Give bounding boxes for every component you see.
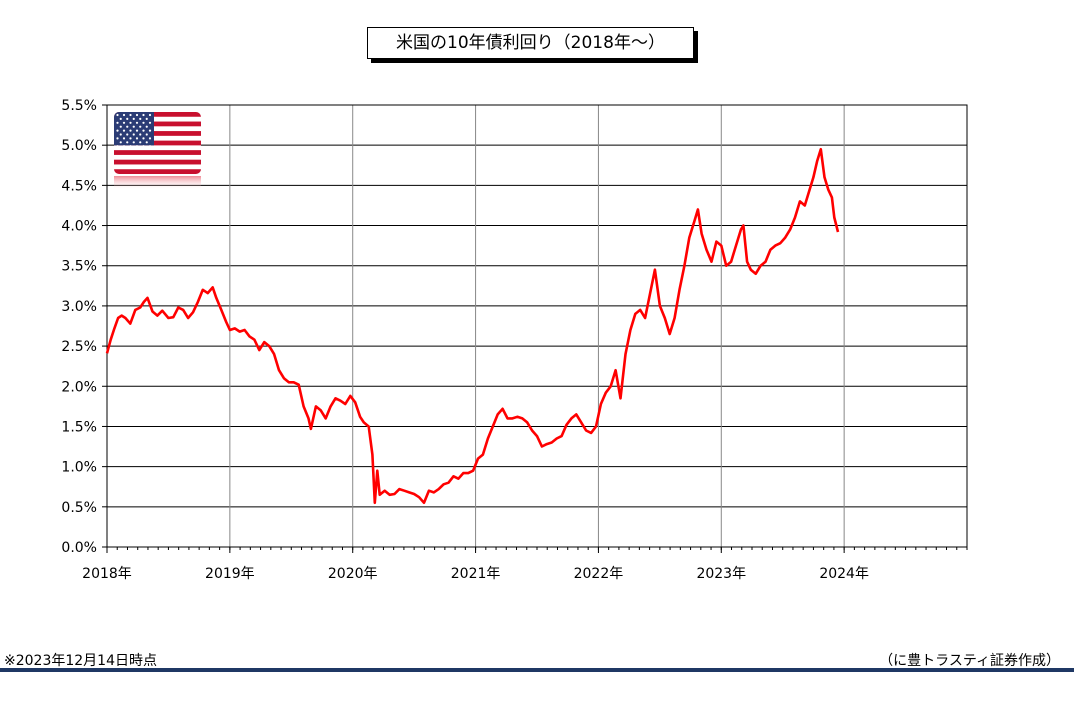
- flag-star: [142, 145, 145, 148]
- flag-star: [122, 121, 126, 124]
- flag-star: [135, 137, 139, 140]
- x-tick-label: 2018年: [82, 566, 132, 582]
- flag-star: [116, 121, 119, 124]
- flag-star: [116, 137, 119, 140]
- flag-star: [126, 125, 129, 128]
- flag-star: [145, 141, 148, 144]
- flag-star: [126, 117, 129, 120]
- x-tick-label: 2024年: [819, 566, 869, 582]
- flag-star: [145, 133, 148, 136]
- flag-star: [122, 145, 126, 148]
- y-tick-label: 1.0%: [61, 460, 97, 476]
- flag-stripe: [114, 121, 201, 127]
- flag-stripe: [114, 112, 201, 117]
- x-axis-minor-ticks: [106, 547, 968, 550]
- flag-star: [126, 141, 129, 144]
- flag-stripe: [114, 131, 201, 137]
- y-tick-label: 4.0%: [61, 219, 97, 235]
- flag-star: [122, 137, 126, 140]
- flag-stripe: [114, 159, 201, 165]
- flag-star: [132, 141, 135, 144]
- y-tick-label: 2.0%: [61, 379, 97, 395]
- flag-star: [119, 125, 122, 128]
- flag-star: [126, 133, 129, 136]
- flag-star: [148, 113, 152, 117]
- flag-star: [148, 137, 152, 140]
- flag-star: [129, 113, 132, 117]
- flag-stripe: [114, 126, 201, 132]
- x-tick-label: 2022年: [574, 566, 624, 582]
- flag-star: [139, 133, 142, 136]
- x-tick-label: 2021年: [451, 566, 501, 582]
- x-axis-ticks: 2018年 2019年 2020年 2021年 2022年 2023年 2024年: [82, 547, 869, 582]
- flag-stripe: [114, 169, 201, 174]
- flag-star: [119, 133, 122, 136]
- y-tick-label: 3.0%: [61, 299, 97, 315]
- flag-stripe: [114, 164, 201, 170]
- source-note: （に豊トラスティ証券作成）: [879, 653, 1060, 669]
- flag-star: [119, 117, 122, 120]
- y-tick-label: 5.0%: [61, 138, 97, 154]
- flag-star: [142, 129, 145, 132]
- as-of-note: ※2023年12月14日時点: [4, 653, 157, 669]
- x-tick-label: 2023年: [696, 566, 746, 582]
- flag-star: [135, 129, 139, 132]
- y-tick-label: 2.5%: [61, 339, 97, 355]
- flag-stripe: [114, 150, 201, 156]
- flag-star: [116, 113, 119, 117]
- flag-star: [122, 113, 126, 117]
- flag-star: [145, 125, 148, 128]
- y-tick-label: 0.5%: [61, 500, 97, 516]
- line-chart: 0.0% 0.5% 1.0% 1.5% 2.0% 2.5% 3.0% 3.5% 4.0% 4.5%…: [61, 98, 968, 582]
- x-tick-label: 2019年: [205, 566, 255, 582]
- y-axis-ticks: 0.0% 0.5% 1.0% 1.5% 2.0% 2.5% 3.0% 3.5% 4.0% 4.5%…: [61, 98, 107, 556]
- flag-star: [145, 117, 148, 120]
- y-tick-label: 0.0%: [61, 540, 97, 556]
- flag-star: [142, 137, 145, 140]
- flag-star: [129, 121, 132, 124]
- x-tick-label: 2020年: [328, 566, 378, 582]
- y-tick-label: 5.5%: [61, 98, 97, 114]
- flag-star: [132, 133, 135, 136]
- flag-star: [119, 141, 122, 144]
- flag-star: [135, 121, 139, 124]
- flag-star: [129, 137, 132, 140]
- chart-title: 米国の10年債利回り（2018年～）: [367, 27, 694, 59]
- flag-star: [129, 129, 132, 132]
- flag-star: [132, 117, 135, 120]
- flag-star: [148, 145, 152, 148]
- flag-star: [132, 125, 135, 128]
- flag-star: [129, 145, 132, 148]
- flag-star: [116, 145, 119, 148]
- flag-star: [148, 129, 152, 132]
- yield-series-line: [105, 147, 840, 505]
- flag-star: [139, 125, 142, 128]
- footer-rule: [0, 668, 1074, 672]
- flag-star: [139, 117, 142, 120]
- flag-star: [116, 129, 119, 132]
- flag-star: [135, 113, 139, 117]
- flag-canton: [114, 112, 154, 146]
- plot-background: [107, 105, 967, 547]
- flag-stripe: [114, 145, 201, 151]
- us-flag-icon: [114, 112, 201, 190]
- flag-star: [139, 141, 142, 144]
- flag-star: [135, 145, 139, 148]
- vertical-gridlines: [229, 105, 845, 547]
- flag-star: [148, 121, 152, 124]
- flag-stripe: [114, 135, 201, 141]
- flag-star: [142, 121, 145, 124]
- y-tick-label: 4.5%: [61, 178, 97, 194]
- flag-stripe: [114, 154, 201, 160]
- y-tick-label: 3.5%: [61, 259, 97, 275]
- y-tick-label: 1.5%: [61, 419, 97, 435]
- flag-star: [142, 113, 145, 117]
- flag-stripe: [114, 116, 201, 122]
- flag-star: [122, 129, 126, 132]
- flag-stripe: [114, 140, 201, 146]
